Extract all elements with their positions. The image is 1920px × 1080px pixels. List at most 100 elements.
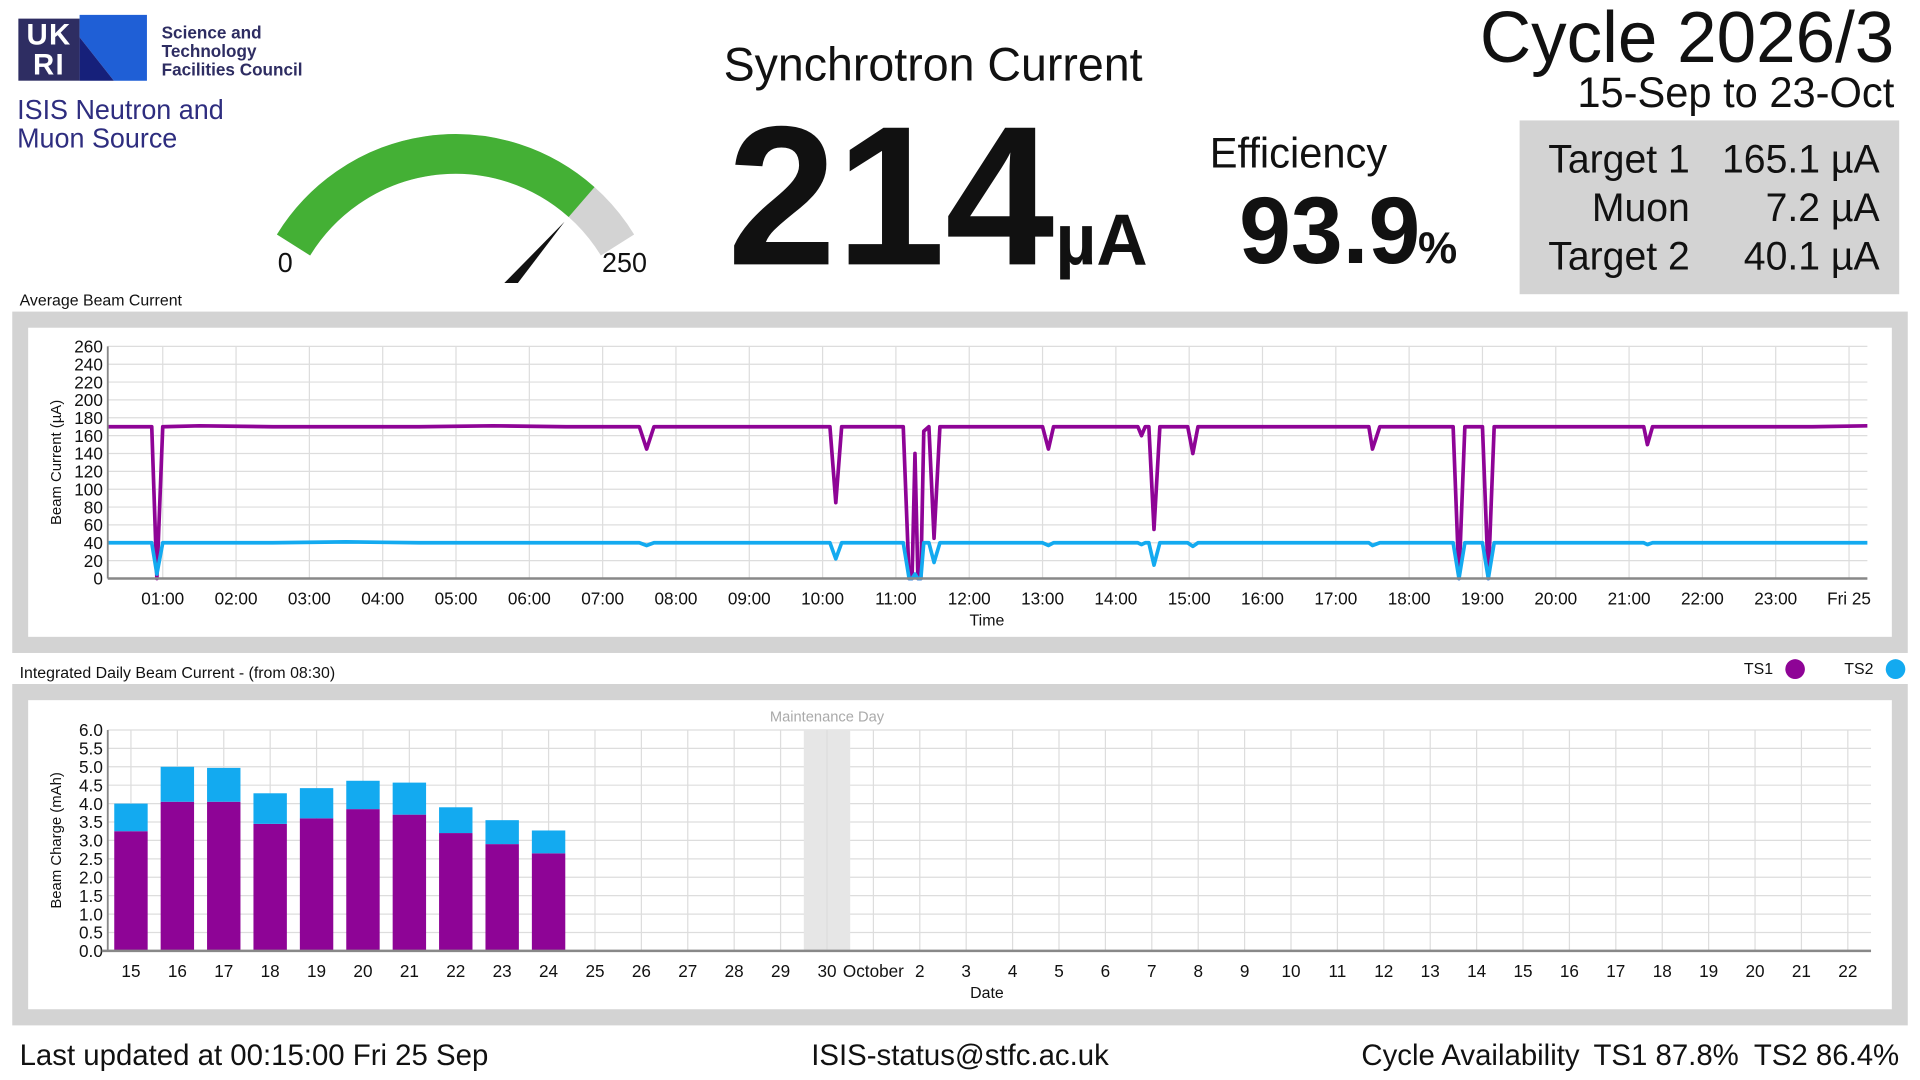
x-tick-label: 27 — [678, 961, 697, 981]
y-tick-label: 5.5 — [79, 738, 103, 758]
x-tick-label: 22:00 — [1681, 588, 1724, 608]
x-tick-label: 25 — [585, 961, 604, 981]
bar-segment — [346, 780, 380, 810]
gauge-max: 250 — [602, 247, 647, 278]
x-tick-label: 14 — [1467, 961, 1486, 981]
y-axis-title: Beam Charge (mAh) — [49, 772, 65, 908]
org-name: Facilities Council — [162, 60, 303, 80]
y-tick-label: 1.5 — [79, 886, 103, 906]
chart-title: Integrated Daily Beam Current - (from 08… — [20, 664, 336, 682]
x-tick-label: 2 — [915, 961, 925, 981]
x-tick-label: 9 — [1240, 961, 1250, 981]
x-tick-label: 15:00 — [1168, 588, 1211, 608]
x-tick-label: 3 — [961, 961, 971, 981]
logo-letters: UK — [27, 19, 72, 52]
bar-segment — [253, 823, 287, 951]
current-unit: µA — [1056, 200, 1148, 281]
y-tick-label: 5.0 — [79, 757, 103, 777]
x-tick-label: 8 — [1193, 961, 1203, 981]
bar-segment — [160, 801, 195, 951]
x-tick-label: 04:00 — [361, 588, 404, 608]
x-tick-label: 16 — [1560, 961, 1579, 981]
x-tick-label: 12 — [1374, 961, 1393, 981]
chart-title: Average Beam Current — [20, 291, 183, 309]
bar-segment — [485, 820, 519, 845]
x-tick-label: Fri 25 — [1827, 588, 1871, 608]
y-axis-title: Beam Current (µA) — [49, 400, 65, 525]
x-tick-label: 17:00 — [1314, 588, 1357, 608]
x-tick-label: 08:00 — [655, 588, 698, 608]
org-name: Science and — [162, 22, 262, 42]
bar-segment — [392, 814, 427, 951]
x-tick-label: 13 — [1421, 961, 1440, 981]
x-tick-label: 05:00 — [435, 588, 478, 608]
x-tick-label: 19 — [1699, 961, 1718, 981]
x-tick-label: 06:00 — [508, 588, 551, 608]
bar-segment — [253, 793, 287, 824]
efficiency-label: Efficiency — [1210, 129, 1387, 176]
y-tick-label: 260 — [74, 336, 103, 356]
y-tick-label: 2.0 — [79, 867, 103, 887]
x-tick-label: 5 — [1054, 961, 1064, 981]
x-tick-label: 28 — [725, 961, 744, 981]
availability: TS2 86.4% — [1754, 1039, 1899, 1072]
x-tick-label: 10 — [1281, 961, 1300, 981]
x-tick-label: 15 — [121, 961, 140, 981]
legend-swatch — [1785, 659, 1805, 680]
x-tick-label: 03:00 — [288, 588, 331, 608]
x-tick-label: 11:00 — [875, 588, 917, 608]
x-tick-label: 23:00 — [1754, 588, 1797, 608]
gauge-value — [276, 134, 595, 256]
bar-segment — [114, 831, 148, 951]
x-tick-label: 20:00 — [1534, 588, 1577, 608]
efficiency-unit: % — [1418, 224, 1457, 273]
x-tick-label: 21 — [400, 961, 419, 981]
x-tick-label: October — [843, 961, 904, 981]
x-tick-label: 19:00 — [1461, 588, 1504, 608]
y-tick-label: 20 — [84, 551, 103, 571]
current-value: 214 — [727, 84, 1054, 307]
x-tick-label: 07:00 — [581, 588, 624, 608]
line-series — [107, 423, 1868, 581]
gauge-needle — [504, 221, 565, 284]
x-tick-label: 18:00 — [1388, 588, 1431, 608]
y-tick-label: 200 — [74, 390, 103, 410]
y-tick-label: 3.5 — [79, 812, 103, 832]
legend-swatch — [1885, 659, 1906, 680]
gauge-min: 0 — [278, 247, 293, 278]
y-tick-label: 80 — [84, 497, 103, 517]
availability: TS1 87.8% — [1593, 1039, 1738, 1072]
x-tick-label: 19 — [307, 961, 326, 981]
x-tick-label: 26 — [632, 961, 651, 981]
contact-email: ISIS-status@stfc.ac.uk — [811, 1039, 1109, 1072]
bar-segment — [299, 818, 334, 951]
x-tick-label: 09:00 — [728, 588, 771, 608]
y-tick-label: 180 — [74, 408, 103, 428]
bar-segment — [114, 803, 148, 832]
availability-label: Cycle Availability — [1361, 1039, 1579, 1072]
y-tick-label: 2.5 — [79, 849, 103, 869]
y-tick-label: 60 — [84, 515, 103, 535]
source-name: ISIS Neutron and — [17, 94, 224, 125]
x-tick-label: 29 — [771, 961, 790, 981]
y-tick-label: 0.0 — [79, 941, 103, 961]
x-axis-title: Time — [970, 612, 1005, 630]
target-value: 7.2 µA — [1766, 186, 1881, 230]
y-tick-label: 4.0 — [79, 794, 103, 814]
y-tick-label: 0.5 — [79, 923, 103, 943]
cycle-title: Cycle 2026/3 — [1480, 0, 1894, 78]
x-tick-label: 02:00 — [215, 588, 258, 608]
target-name: Target 1 — [1548, 137, 1690, 181]
x-tick-label: 15 — [1513, 961, 1532, 981]
legend-label: TS2 — [1844, 660, 1873, 678]
x-tick-label: 11 — [1329, 961, 1347, 981]
current-title: Synchrotron Current — [724, 38, 1143, 90]
y-tick-label: 40 — [84, 533, 103, 553]
target-value: 40.1 µA — [1744, 234, 1880, 278]
x-tick-label: 21:00 — [1608, 588, 1651, 608]
annotation: Maintenance Day — [770, 709, 885, 725]
y-tick-label: 240 — [74, 354, 103, 374]
